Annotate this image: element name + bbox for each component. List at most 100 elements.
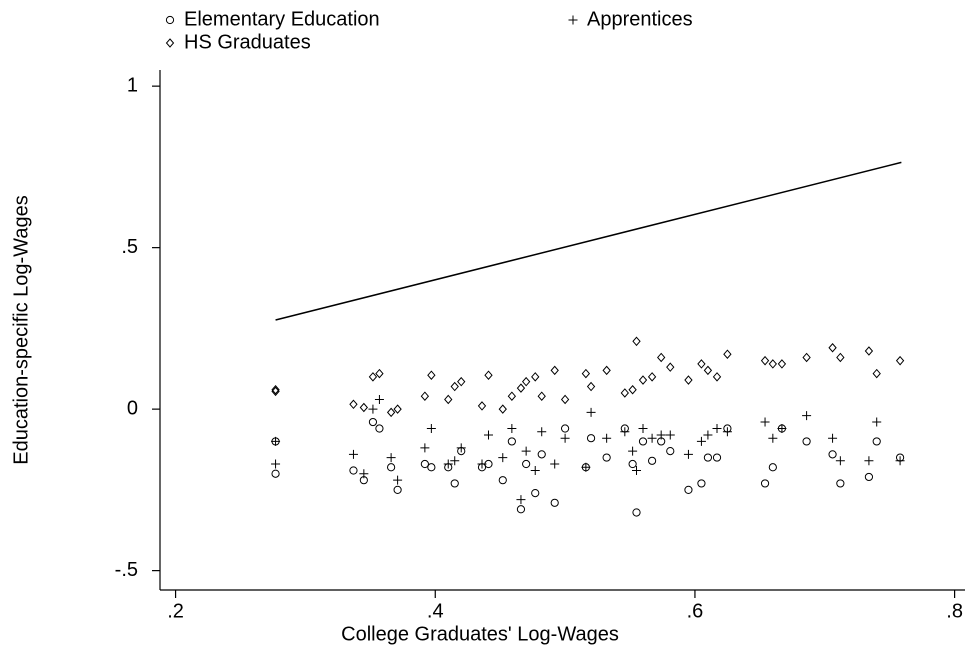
point bbox=[426, 424, 436, 434]
point bbox=[537, 427, 547, 437]
point bbox=[457, 376, 466, 387]
point bbox=[723, 349, 732, 359]
point bbox=[638, 424, 648, 434]
point bbox=[477, 401, 487, 411]
point bbox=[420, 443, 430, 453]
x-axis-title: College Graduates' Log-Wages bbox=[341, 623, 619, 645]
point bbox=[684, 375, 693, 385]
point bbox=[581, 462, 591, 472]
point bbox=[521, 376, 531, 387]
point bbox=[368, 372, 378, 382]
point bbox=[386, 407, 396, 418]
point bbox=[712, 372, 722, 382]
legend-marker bbox=[568, 15, 578, 25]
point bbox=[560, 394, 570, 405]
point bbox=[697, 359, 706, 369]
point bbox=[632, 465, 642, 475]
point bbox=[864, 346, 874, 356]
point bbox=[760, 417, 770, 427]
point bbox=[450, 456, 460, 466]
point bbox=[864, 456, 874, 466]
point bbox=[537, 391, 546, 401]
x-tick-label: .2 bbox=[167, 600, 184, 622]
point bbox=[768, 433, 778, 443]
point bbox=[872, 368, 881, 379]
point bbox=[802, 352, 811, 363]
line bbox=[275, 161, 902, 321]
point bbox=[484, 370, 493, 380]
point bbox=[450, 381, 459, 392]
point bbox=[498, 404, 507, 414]
point bbox=[835, 456, 845, 466]
point bbox=[375, 424, 384, 433]
point bbox=[393, 404, 402, 414]
point bbox=[349, 399, 358, 410]
point bbox=[828, 450, 837, 459]
point bbox=[602, 365, 611, 376]
point bbox=[828, 343, 837, 353]
point bbox=[703, 453, 713, 462]
point bbox=[895, 456, 905, 466]
point bbox=[550, 365, 559, 376]
point bbox=[647, 372, 657, 382]
y-tick-label: .5 bbox=[121, 236, 138, 258]
point bbox=[271, 386, 280, 397]
point bbox=[531, 372, 540, 382]
point bbox=[507, 391, 517, 401]
point bbox=[828, 433, 838, 443]
point bbox=[620, 388, 629, 398]
point bbox=[507, 437, 516, 446]
point bbox=[375, 368, 384, 379]
point bbox=[530, 465, 540, 475]
point bbox=[895, 355, 905, 366]
point bbox=[665, 430, 675, 440]
y-axis-title: Education-specific Log-Wages bbox=[10, 195, 32, 464]
point bbox=[628, 446, 638, 456]
point bbox=[483, 430, 493, 440]
point bbox=[374, 394, 384, 404]
point bbox=[872, 417, 882, 427]
point bbox=[586, 434, 596, 443]
point bbox=[359, 402, 369, 413]
point bbox=[802, 437, 811, 446]
point bbox=[427, 370, 436, 380]
point bbox=[393, 485, 402, 494]
point bbox=[420, 391, 430, 401]
point bbox=[443, 459, 453, 469]
point bbox=[386, 453, 396, 463]
y-tick-label: 1 bbox=[127, 74, 138, 96]
point bbox=[647, 456, 657, 465]
point bbox=[620, 427, 630, 437]
point bbox=[802, 411, 812, 421]
point bbox=[507, 424, 517, 434]
point bbox=[581, 368, 591, 379]
point bbox=[647, 433, 657, 443]
point bbox=[768, 359, 778, 369]
point bbox=[703, 430, 713, 440]
point bbox=[638, 437, 648, 446]
point bbox=[456, 443, 466, 453]
point bbox=[586, 381, 596, 392]
legend-label: Elementary Education bbox=[184, 8, 380, 30]
y-tick-label: -.5 bbox=[115, 559, 138, 581]
point bbox=[368, 404, 378, 414]
point bbox=[444, 394, 453, 405]
legend-label: Apprentices bbox=[587, 8, 693, 30]
point bbox=[628, 459, 637, 469]
legend-marker bbox=[165, 38, 175, 48]
x-tick-label: .4 bbox=[427, 600, 444, 622]
point bbox=[768, 463, 777, 472]
point bbox=[666, 447, 675, 456]
point bbox=[777, 359, 787, 369]
point bbox=[450, 479, 459, 488]
point bbox=[722, 427, 732, 437]
point bbox=[560, 433, 570, 443]
legend-label: HS Graduates bbox=[184, 31, 311, 53]
point bbox=[628, 384, 637, 395]
point bbox=[703, 365, 713, 376]
point bbox=[777, 424, 787, 434]
point bbox=[521, 446, 531, 456]
point bbox=[836, 479, 845, 488]
point bbox=[368, 417, 378, 427]
